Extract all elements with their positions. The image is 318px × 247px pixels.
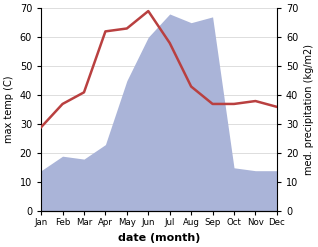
Y-axis label: max temp (C): max temp (C) [4,76,14,144]
Y-axis label: med. precipitation (kg/m2): med. precipitation (kg/m2) [304,44,314,175]
X-axis label: date (month): date (month) [118,233,200,243]
